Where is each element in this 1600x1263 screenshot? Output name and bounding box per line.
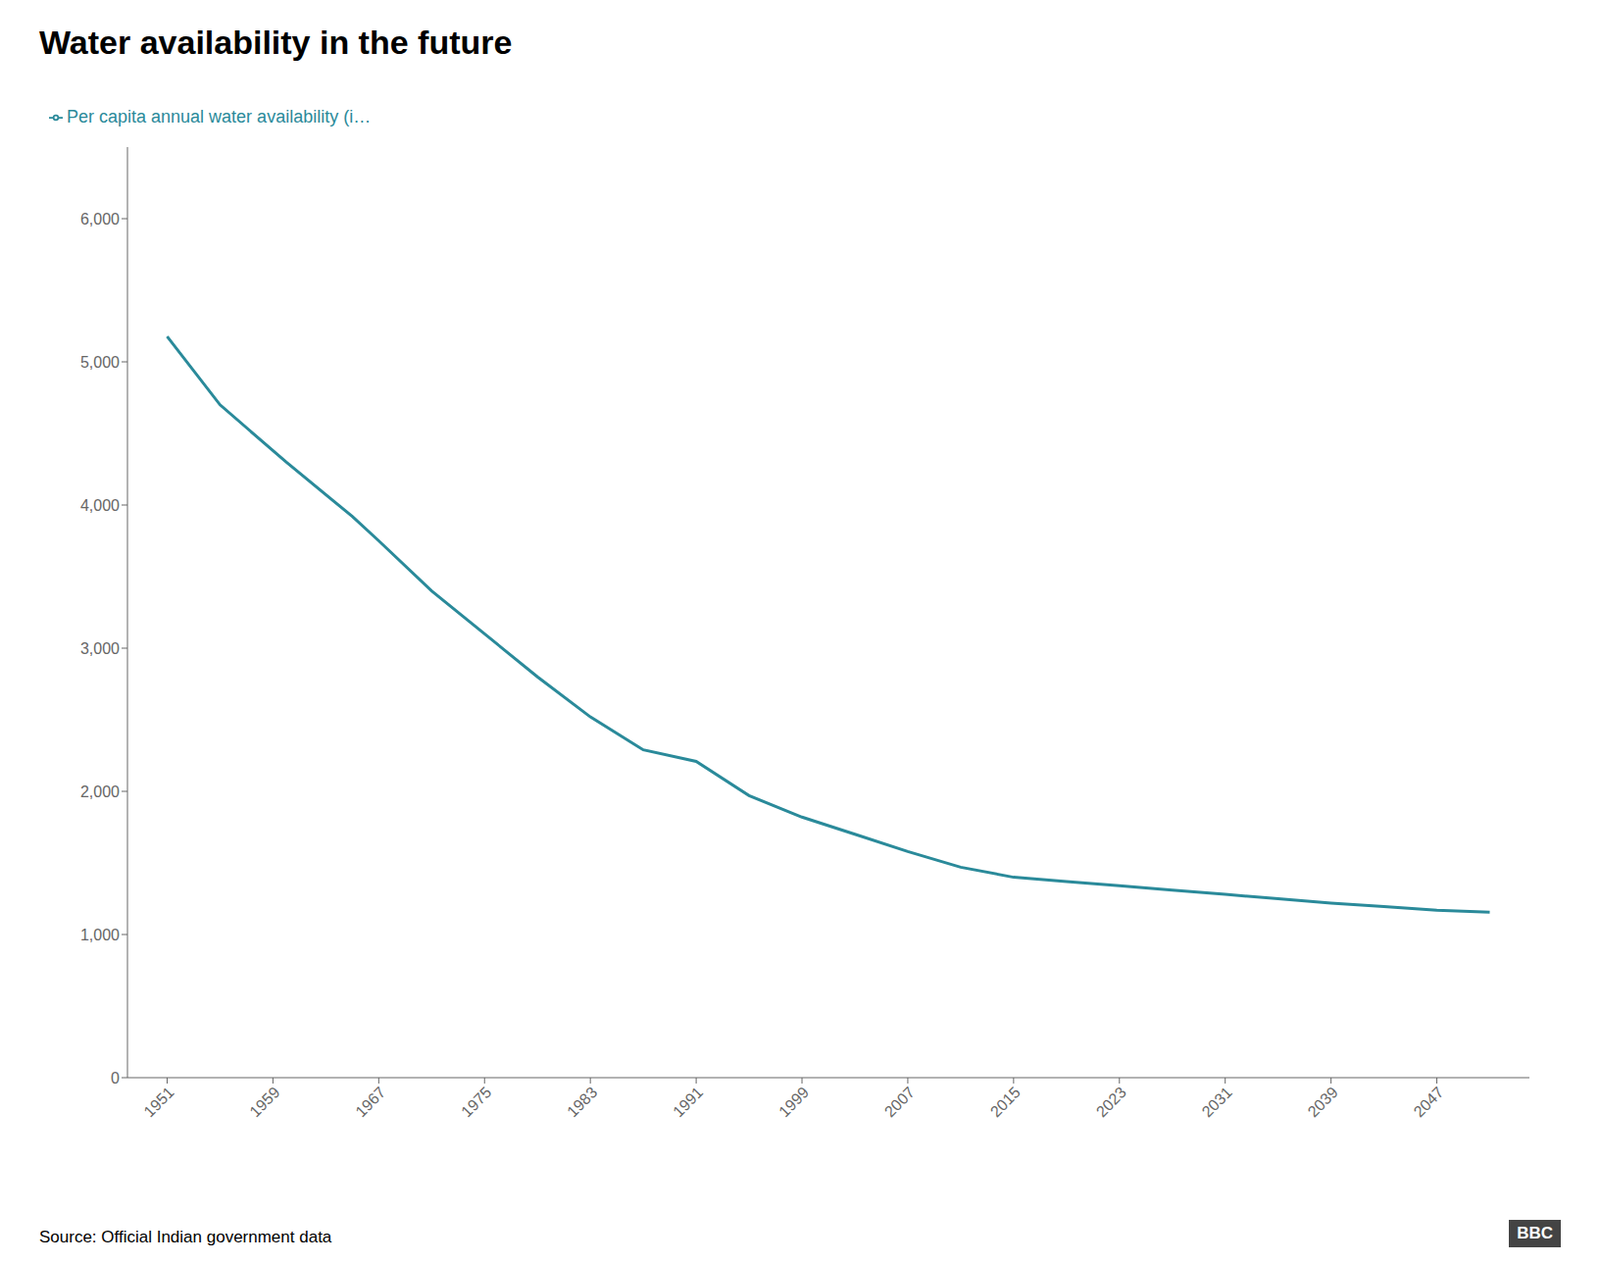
svg-text:1967: 1967 bbox=[351, 1083, 389, 1120]
svg-text:2023: 2023 bbox=[1093, 1083, 1130, 1120]
svg-text:1999: 1999 bbox=[775, 1083, 812, 1120]
svg-text:1951: 1951 bbox=[140, 1083, 177, 1120]
svg-text:1975: 1975 bbox=[457, 1083, 495, 1120]
svg-text:0: 0 bbox=[110, 1069, 120, 1087]
svg-text:6,000: 6,000 bbox=[80, 210, 120, 228]
svg-text:2031: 2031 bbox=[1199, 1083, 1236, 1120]
html-text:Source: Official Indian govern: Source: Official Indian government data bbox=[39, 1227, 332, 1247]
html-text:Per capita annual water availa: Per capita annual water availability (i… bbox=[66, 106, 371, 127]
svg-text:2047: 2047 bbox=[1410, 1083, 1448, 1120]
svg-text:3,000: 3,000 bbox=[80, 640, 120, 657]
svg-text:1991: 1991 bbox=[669, 1083, 706, 1120]
svg-text:2,000: 2,000 bbox=[80, 783, 120, 800]
svg-text:1983: 1983 bbox=[563, 1083, 600, 1120]
svg-text:1959: 1959 bbox=[246, 1083, 283, 1120]
svg-text:2007: 2007 bbox=[881, 1083, 918, 1120]
svg-text:2015: 2015 bbox=[987, 1083, 1024, 1120]
svg-text:5,000: 5,000 bbox=[80, 353, 120, 371]
svg-text:2039: 2039 bbox=[1304, 1083, 1342, 1120]
html-text:BBC: BBC bbox=[1516, 1223, 1553, 1243]
svg-text:1,000: 1,000 bbox=[80, 926, 120, 944]
svg-text:4,000: 4,000 bbox=[80, 497, 120, 514]
html-text:Water availability in the futu: Water availability in the future bbox=[39, 23, 513, 61]
